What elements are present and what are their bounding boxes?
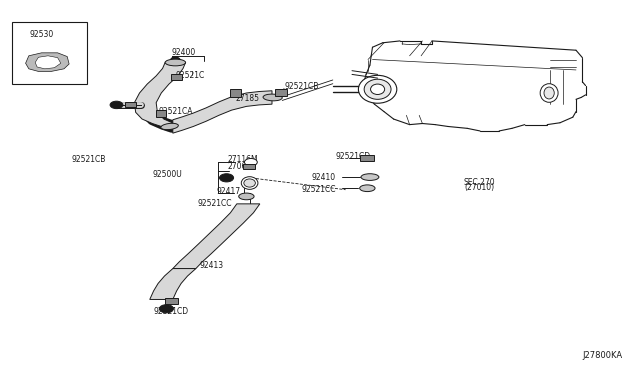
Text: 27116M: 27116M <box>227 155 258 164</box>
Circle shape <box>159 305 173 313</box>
Ellipse shape <box>540 84 558 102</box>
Text: 92521CC: 92521CC <box>301 185 336 194</box>
Ellipse shape <box>544 87 554 99</box>
Circle shape <box>220 174 234 182</box>
Ellipse shape <box>241 177 258 189</box>
Ellipse shape <box>371 84 385 94</box>
Text: 92530: 92530 <box>29 30 54 39</box>
Polygon shape <box>150 269 196 299</box>
Bar <box>243 164 255 169</box>
Polygon shape <box>26 53 69 71</box>
Bar <box>165 298 178 304</box>
Text: 27060P: 27060P <box>227 162 256 171</box>
Ellipse shape <box>263 94 282 101</box>
Text: 92410: 92410 <box>312 173 336 182</box>
Text: 92521CC: 92521CC <box>197 199 232 208</box>
Polygon shape <box>173 204 260 269</box>
Text: 92413: 92413 <box>200 262 224 270</box>
Text: 27185: 27185 <box>236 94 260 103</box>
Ellipse shape <box>161 123 179 130</box>
Circle shape <box>244 158 257 166</box>
Polygon shape <box>35 56 61 69</box>
Circle shape <box>110 101 123 109</box>
Ellipse shape <box>165 59 186 66</box>
Ellipse shape <box>361 174 379 180</box>
Ellipse shape <box>358 75 397 103</box>
Text: SEC.270: SEC.270 <box>464 178 495 187</box>
Bar <box>125 102 136 107</box>
Polygon shape <box>173 91 272 133</box>
Bar <box>156 110 166 117</box>
Text: 92521CD: 92521CD <box>154 307 189 316</box>
Ellipse shape <box>360 185 375 192</box>
Text: 92417: 92417 <box>216 187 241 196</box>
Bar <box>230 89 241 97</box>
Text: 92521CD: 92521CD <box>336 153 371 161</box>
Text: 92521CB: 92521CB <box>72 155 106 164</box>
Bar <box>171 74 182 80</box>
Text: 92500U: 92500U <box>152 170 182 179</box>
Bar <box>360 155 374 161</box>
Text: 92521C: 92521C <box>176 71 205 80</box>
Text: J27800KA: J27800KA <box>582 351 622 360</box>
Bar <box>12 22 87 84</box>
Text: 92521CA: 92521CA <box>159 107 193 116</box>
Ellipse shape <box>364 79 391 99</box>
Polygon shape <box>134 62 186 126</box>
Text: 92521CB: 92521CB <box>284 82 319 91</box>
Ellipse shape <box>239 193 254 200</box>
Ellipse shape <box>244 179 255 187</box>
Text: (27010): (27010) <box>464 183 494 192</box>
Text: 92400: 92400 <box>172 48 196 57</box>
Bar <box>275 89 287 96</box>
